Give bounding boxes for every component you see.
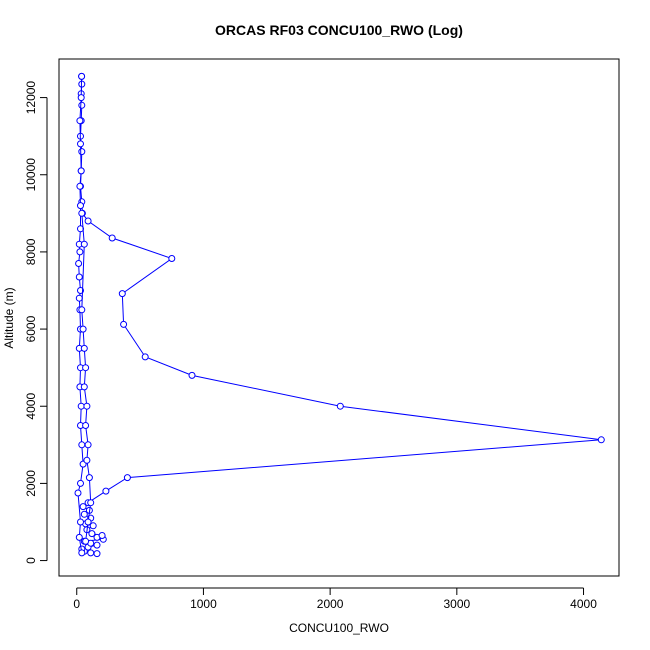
x-tick-label: 0 [73,597,80,611]
data-point [89,522,97,530]
data-point [93,541,101,549]
data-point [78,72,86,80]
x-tick-label: 2000 [317,597,344,611]
data-point [141,353,149,361]
data-point [77,402,85,410]
data-point [78,549,86,557]
data-point [80,240,88,248]
data-point [75,260,83,267]
data-point [84,518,92,526]
y-tick-label: 6000 [24,315,38,342]
data-point [82,537,90,545]
data-point [75,294,83,302]
data-point [118,290,126,298]
data-point [98,532,106,539]
data-point [87,549,95,557]
data-point [77,167,85,175]
data-point [82,422,90,429]
data-point [85,474,93,482]
y-tick-label: 4000 [24,393,38,420]
data-point [77,140,84,148]
data-point [75,533,83,541]
data-point [336,402,344,410]
y-axis-label: Altitude (m) [2,287,16,348]
x-tick-label: 3000 [443,597,470,611]
y-tick-label: 8000 [24,238,38,265]
x-tick-label: 4000 [570,597,597,611]
data-point [188,371,196,379]
data-point [77,202,84,210]
data-point [79,325,87,333]
x-axis-label: CONCU100_RWO [289,621,389,635]
y-tick-label: 10000 [24,158,38,192]
data-point [78,209,86,217]
data-point [74,489,82,497]
x-axis: 0 1000 2000 3000 4000 [73,587,597,611]
plot-border [58,58,620,577]
data-point [108,234,116,242]
data-point [80,344,88,352]
chart-title: ORCAS RF03 CONCU100_RWO (Log) [215,22,463,38]
data-point [597,436,605,444]
data-point [76,117,84,125]
data-point [76,248,84,256]
series-layer [74,72,605,558]
data-point [88,530,96,538]
y-tick-label: 2000 [24,470,38,497]
data-point [78,306,86,314]
data-point [78,441,86,449]
data-point [79,503,87,511]
data-point [75,273,83,281]
data-point [83,402,91,410]
y-axis: 0 2000 4000 6000 8000 10000 12000 [24,81,48,564]
data-point [76,182,84,190]
data-point [102,487,110,495]
data-point [78,148,86,156]
data-point [168,255,176,262]
series-line [77,76,84,553]
data-point [78,101,86,109]
data-point [87,499,95,507]
data-point [93,550,101,558]
data-point [83,456,91,464]
data-point [120,320,128,328]
data-point [84,217,92,225]
data-point [123,474,131,482]
data-point [77,518,84,526]
data-point [77,94,85,102]
x-tick-label: 1000 [190,597,217,611]
data-point [84,441,92,449]
data-point [80,383,88,391]
y-tick-label: 0 [24,557,38,564]
data-point [80,510,88,518]
y-tick-label: 12000 [24,81,38,115]
data-point [82,364,90,372]
data-point [77,479,84,487]
